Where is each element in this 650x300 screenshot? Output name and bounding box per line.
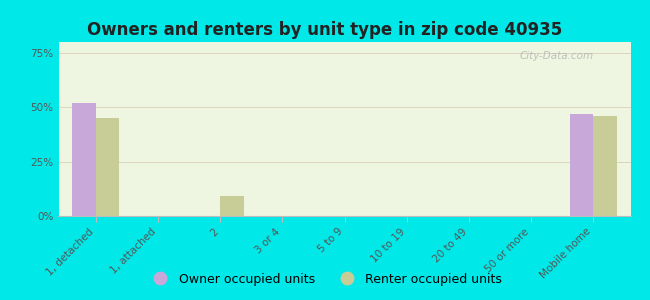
Bar xyxy=(593,116,617,216)
Bar xyxy=(96,118,120,216)
Bar xyxy=(569,114,593,216)
Bar xyxy=(220,196,244,216)
Text: City-Data.com: City-Data.com xyxy=(519,51,593,61)
Text: Owners and renters by unit type in zip code 40935: Owners and renters by unit type in zip c… xyxy=(87,21,563,39)
Legend: Owner occupied units, Renter occupied units: Owner occupied units, Renter occupied un… xyxy=(143,268,507,291)
Bar xyxy=(72,103,96,216)
